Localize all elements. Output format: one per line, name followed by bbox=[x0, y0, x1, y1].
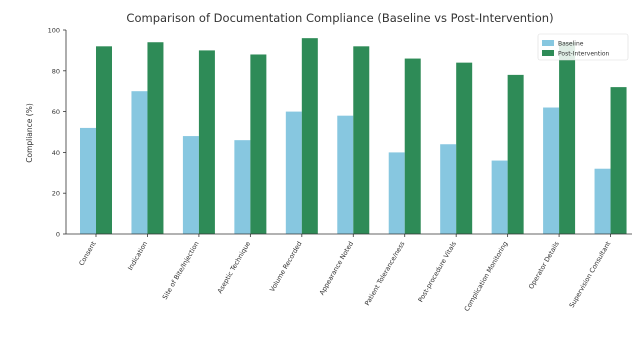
bar-baseline bbox=[131, 91, 148, 234]
legend-frame bbox=[537, 33, 629, 61]
y-axis-ticks: 0 20 40 60 80 100 bbox=[48, 27, 66, 239]
bar-post-intervention bbox=[301, 38, 318, 234]
x-tick-label: Site of Bite/Injection bbox=[161, 240, 201, 301]
legend: Baseline Post-Intervention bbox=[537, 33, 629, 61]
x-tick-label: Volume Recorded bbox=[268, 240, 303, 293]
x-tick-label: Operator Details bbox=[527, 239, 561, 290]
bar-baseline bbox=[80, 127, 96, 234]
x-tick-label: Consent bbox=[77, 240, 97, 268]
bar-baseline bbox=[234, 140, 251, 234]
x-tick-label: Indication bbox=[126, 240, 149, 272]
x-tick-label: Post-procedure Vitals bbox=[417, 239, 459, 303]
x-tick-label: Patient Tolerance/ness bbox=[363, 239, 407, 307]
bar-baseline bbox=[491, 160, 508, 234]
x-tick-label: Complication Monitoring bbox=[463, 240, 510, 313]
bar-baseline bbox=[182, 136, 199, 234]
x-axis-tick-labels: Consent Indication Site of Bite/Injection A… bbox=[77, 234, 613, 313]
bar-baseline bbox=[337, 115, 354, 234]
y-tick-label: 0 bbox=[56, 231, 60, 239]
y-tick-label: 80 bbox=[52, 67, 60, 75]
x-tick-label: Appearance Noted bbox=[318, 240, 355, 296]
bar-post-intervention bbox=[353, 46, 370, 234]
legend-swatch bbox=[542, 50, 554, 56]
bar-post-intervention bbox=[456, 62, 473, 234]
bar-post-intervention bbox=[198, 50, 215, 235]
bar-post-intervention bbox=[559, 42, 576, 234]
x-tick-label: Aseptic Technique bbox=[216, 240, 252, 295]
chart-title: Comparison of Documentation Compliance (… bbox=[126, 11, 553, 25]
bar-post-intervention bbox=[610, 87, 627, 235]
y-axis-label: Compliance (%) bbox=[25, 103, 34, 163]
y-tick-label: 40 bbox=[52, 149, 60, 157]
bar-post-intervention bbox=[96, 46, 112, 234]
bar-baseline bbox=[440, 144, 457, 234]
bar-post-intervention bbox=[147, 42, 164, 234]
bar-baseline bbox=[388, 152, 405, 234]
y-tick-label: 60 bbox=[52, 108, 60, 116]
bar-post-intervention bbox=[404, 58, 421, 235]
legend-label: Baseline bbox=[558, 41, 584, 48]
x-tick-label: Supervision Consultant bbox=[568, 240, 613, 310]
bar-baseline bbox=[543, 107, 560, 234]
legend-swatch bbox=[542, 40, 554, 46]
y-tick-label: 100 bbox=[48, 27, 60, 35]
legend-label: Post-Intervention bbox=[558, 51, 610, 58]
bar-baseline bbox=[285, 111, 302, 234]
bar-post-intervention bbox=[507, 74, 524, 234]
y-tick-label: 20 bbox=[52, 190, 60, 198]
bars bbox=[80, 38, 627, 235]
bar-baseline bbox=[594, 168, 611, 234]
bar-post-intervention bbox=[250, 54, 267, 235]
